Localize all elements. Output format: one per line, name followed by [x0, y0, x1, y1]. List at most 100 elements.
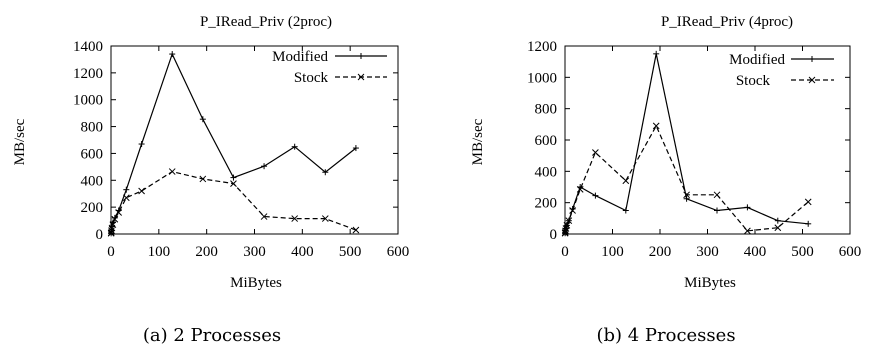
- legend-entry-modified: Modified: [729, 52, 834, 68]
- series-line-stock: [110, 170, 357, 234]
- data-point-modified: [261, 163, 268, 170]
- data-point-modified: [592, 192, 599, 199]
- data-point-modified: [714, 207, 720, 214]
- y-tick-label: 0: [96, 227, 104, 243]
- data-point-modified: [352, 145, 359, 152]
- data-point-stock: [652, 122, 660, 130]
- data-point-stock: [352, 226, 360, 234]
- legend: Modified Stock: [272, 49, 387, 86]
- data-point-stock: [321, 215, 329, 222]
- legend-entry-modified: Modified: [272, 49, 387, 65]
- chart-4proc: P_IRead_Priv (4proc) MB/sec MiBytes (b) …: [470, 14, 861, 346]
- legend-marker-modified: [358, 53, 364, 59]
- data-point-stock: [713, 191, 721, 199]
- legend-marker-glyph: [357, 73, 365, 81]
- data-point-modified: [322, 169, 329, 176]
- legend: Modified Stock: [729, 52, 834, 89]
- data-point-modified: [169, 51, 176, 58]
- legend-label-stock: Stock: [736, 73, 771, 89]
- legend-label-modified: Modified: [272, 49, 328, 65]
- x-tick-label: 0: [561, 244, 569, 260]
- x-tick-label: 500: [339, 244, 362, 260]
- plot-frame: [564, 45, 851, 235]
- data-point-stock: [122, 194, 130, 202]
- data-point-stock: [563, 222, 571, 229]
- legend-entry-stock: Stock: [294, 70, 387, 86]
- data-point-modified: [653, 50, 660, 57]
- x-tick-label: 300: [696, 244, 719, 260]
- data-point-stock: [562, 227, 569, 235]
- data-point-stock: [683, 191, 690, 199]
- data-point-stock: [111, 215, 119, 223]
- legend-marker-modified: [809, 56, 815, 62]
- chart-title: P_IRead_Priv (4proc): [661, 14, 793, 30]
- data-point-stock: [260, 213, 268, 220]
- legend-label-stock: Stock: [294, 70, 329, 86]
- y-tick-label: 400: [81, 173, 104, 189]
- y-tick-label: 1000: [73, 93, 103, 109]
- data-point-modified: [805, 220, 812, 227]
- x-tick-label: 100: [148, 244, 171, 260]
- data-point-modified: [123, 186, 130, 193]
- y-tick-label: 600: [535, 133, 558, 149]
- legend-marker-glyph: [808, 76, 816, 84]
- y-axis-label: MB/sec: [470, 118, 486, 165]
- y-tick-label: 1200: [73, 66, 103, 82]
- data-point-stock: [230, 180, 237, 187]
- data-point-modified: [138, 141, 145, 148]
- x-tick-label: 600: [387, 244, 410, 260]
- data-point-modified: [744, 204, 751, 211]
- series-layer: [561, 50, 812, 237]
- x-axis-label: MiBytes: [230, 275, 282, 291]
- series-line-modified: [564, 53, 809, 234]
- y-tick-label: 200: [81, 200, 104, 216]
- data-point-modified: [291, 143, 298, 150]
- data-point-stock: [565, 217, 573, 225]
- data-point-stock: [115, 209, 123, 216]
- data-point-stock: [109, 221, 117, 228]
- data-point-modified: [774, 217, 781, 224]
- x-tick-label: 200: [195, 244, 218, 260]
- data-point-stock: [576, 185, 584, 193]
- x-ticks: 0 100 200 300 400 500 600: [107, 46, 409, 260]
- legend-entry-stock: Stock: [736, 73, 834, 89]
- data-point-stock: [804, 198, 812, 206]
- x-tick-label: 600: [839, 244, 862, 260]
- data-point-modified: [683, 195, 690, 202]
- y-tick-label: 800: [81, 120, 104, 136]
- series-line-stock: [564, 124, 809, 234]
- y-tick-label: 1400: [73, 39, 103, 55]
- data-point-stock: [569, 207, 576, 214]
- data-point-stock: [168, 168, 176, 175]
- y-tick-label: 400: [535, 164, 558, 180]
- y-tick-label: 200: [535, 196, 558, 212]
- y-axis-label: MB/sec: [12, 118, 28, 165]
- x-tick-label: 0: [107, 244, 115, 260]
- chart-2proc: P_IRead_Priv (2proc) MB/sec MiBytes (a) …: [12, 14, 409, 346]
- y-tick-label: 1200: [527, 39, 557, 55]
- x-tick-label: 500: [791, 244, 814, 260]
- y-ticks: 0 200 400 600 800 1000 1200: [527, 39, 850, 243]
- x-tick-label: 400: [291, 244, 314, 260]
- legend-marker-stock: [808, 76, 816, 84]
- y-tick-label: 0: [550, 227, 558, 243]
- chart-caption: (a) 2 Processes: [143, 325, 281, 346]
- legend-label-modified: Modified: [729, 52, 785, 68]
- y-tick-label: 600: [81, 146, 104, 162]
- y-ticks: 0 200 400 600 800 1000 1200 1400: [73, 39, 398, 243]
- data-point-stock: [199, 175, 207, 183]
- data-point-stock: [744, 227, 751, 235]
- legend-marker-glyph: [809, 56, 815, 62]
- data-point-stock: [108, 227, 115, 234]
- data-point-stock: [622, 177, 630, 185]
- series-layer: [107, 51, 360, 237]
- x-ticks: 0 100 200 300 400 500 600: [561, 46, 861, 260]
- x-tick-label: 200: [649, 244, 672, 260]
- data-point-stock: [138, 187, 145, 195]
- chart-title: P_IRead_Priv (2proc): [200, 14, 332, 30]
- legend-marker-glyph: [358, 53, 364, 59]
- y-tick-label: 1000: [527, 70, 557, 86]
- chart-caption: (b) 4 Processes: [596, 325, 735, 346]
- data-point-modified: [199, 116, 206, 123]
